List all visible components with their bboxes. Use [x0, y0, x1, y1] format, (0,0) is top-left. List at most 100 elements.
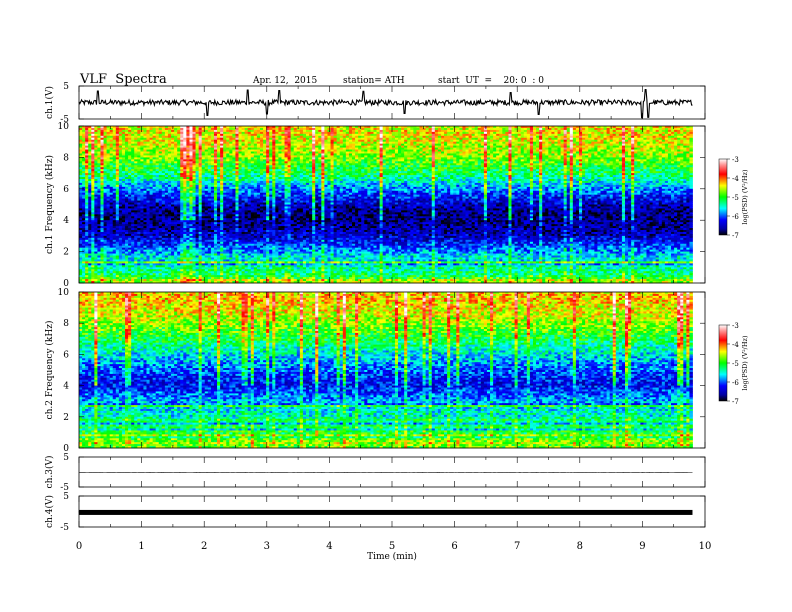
spectrogram-cell [582, 133, 586, 137]
spectrogram-cell [391, 133, 396, 137]
spectrogram-cell [539, 133, 543, 137]
spectrogram-cell [250, 151, 255, 154]
spectrogram-cell [263, 131, 267, 135]
spectrogram-cell [536, 131, 540, 135]
spectrogram-cell [259, 139, 264, 143]
spectrogram-cell [425, 129, 430, 133]
spectrogram-cell [618, 147, 623, 150]
spectrogram-cell [128, 133, 132, 137]
spectrogram-cell [333, 129, 338, 133]
spectrogram-cell [551, 131, 555, 135]
spectrogram-cell [238, 149, 242, 152]
spectrogram-cell [125, 126, 129, 129]
spectrogram-cell [164, 151, 169, 154]
spectrogram-cell [569, 141, 574, 145]
spectrogram-cell [287, 135, 292, 139]
spectrogram-cell [342, 145, 347, 148]
spectrogram-cell [192, 147, 196, 150]
spectrogram-cell [373, 126, 377, 129]
spectrogram-cell [143, 147, 147, 150]
spectrogram-cell [597, 139, 601, 143]
spectrogram-cell [526, 143, 531, 147]
spectrogram-cell [425, 137, 430, 141]
spectrogram-cell [336, 145, 341, 148]
spectrogram-cell [324, 143, 328, 147]
spectrogram-cell [336, 147, 341, 150]
spectrogram-cell [131, 129, 135, 133]
spectrogram-cell [100, 147, 104, 150]
spectrogram-cell [615, 133, 620, 137]
spectrogram-cell [477, 141, 482, 145]
spectrogram-cell [536, 151, 540, 154]
spectrogram-cell [121, 153, 126, 156]
spectrogram-cell [318, 139, 322, 143]
spectrogram-cell [158, 153, 163, 156]
spectrogram-cell [689, 129, 693, 133]
spectrogram-cell [177, 126, 181, 129]
spectrogram-cell [425, 126, 430, 129]
spectrogram-cell [100, 151, 104, 154]
spectrogram-cell [88, 126, 92, 129]
spectrogram-cell [465, 143, 469, 147]
spectrogram-cell [244, 143, 249, 147]
spectrogram-cell [263, 149, 267, 152]
spectrogram-cell [183, 139, 187, 143]
spectrogram-cell [293, 126, 298, 129]
spectrogram-cell [502, 137, 506, 141]
spectrogram-cell [404, 145, 408, 148]
spectrogram-cell [275, 153, 279, 156]
spectrogram-cell [686, 151, 690, 154]
spectrogram-cell [210, 141, 215, 145]
spectrogram-cell [523, 139, 528, 143]
spectrogram-cell [171, 141, 175, 145]
spectrogram-cell [315, 149, 319, 152]
spectrogram-cell [585, 139, 589, 143]
spectrogram-cell [440, 129, 445, 133]
spectrogram-cell [603, 149, 607, 152]
spectrogram-cell [401, 129, 405, 133]
spectrogram-cell [213, 147, 218, 150]
spectrogram-cell [600, 145, 604, 148]
spectrogram-cell [213, 127, 218, 131]
ch1-waveform-ylabel: ch.1(V) [44, 86, 55, 119]
spectrogram-cell [471, 129, 476, 133]
spectrogram-cell [210, 135, 215, 139]
spectrogram-cell [612, 139, 617, 143]
spectrogram-cell [140, 145, 144, 148]
spectrogram-cell [603, 151, 607, 154]
spectrogram-cell [548, 147, 552, 150]
spectrogram-cell [128, 151, 132, 154]
spectrogram-cell [493, 131, 497, 135]
spectrogram-cell [468, 126, 473, 129]
spectrogram-cell [192, 131, 196, 135]
spectrogram-cell [318, 149, 322, 152]
spectrogram-cell [275, 141, 279, 145]
spectrogram-cell [606, 147, 611, 150]
spectrogram-cell [143, 145, 147, 148]
spectrogram-cell [517, 149, 522, 152]
spectrogram-cell [529, 131, 534, 135]
spectrogram-cell [287, 139, 292, 143]
spectrogram-cell [186, 145, 190, 148]
spectrogram-cell [391, 149, 396, 152]
spectrogram-cell [94, 133, 98, 137]
spectrogram-cell [416, 127, 420, 131]
spectrogram-cell [143, 143, 147, 147]
spectrogram-cell [309, 133, 313, 137]
spectrogram-cell [315, 151, 319, 154]
spectrogram-cell [493, 139, 497, 143]
spectrogram-cell [161, 133, 166, 137]
spectrogram-cell [118, 137, 123, 141]
spectrogram-cell [232, 153, 236, 156]
spectrogram-cell [600, 131, 604, 135]
spectrogram-cell [128, 143, 132, 147]
spectrogram-cell [646, 133, 650, 137]
spectrogram-cell [330, 135, 334, 139]
spectrogram-cell [180, 139, 184, 143]
spectrogram-cell [618, 143, 623, 147]
spectrogram-cell [358, 133, 362, 137]
spectrogram-cell [361, 126, 365, 129]
spectrogram-cell [121, 143, 126, 147]
spectrogram-cell [505, 151, 509, 154]
spectrogram-cell [106, 141, 111, 145]
